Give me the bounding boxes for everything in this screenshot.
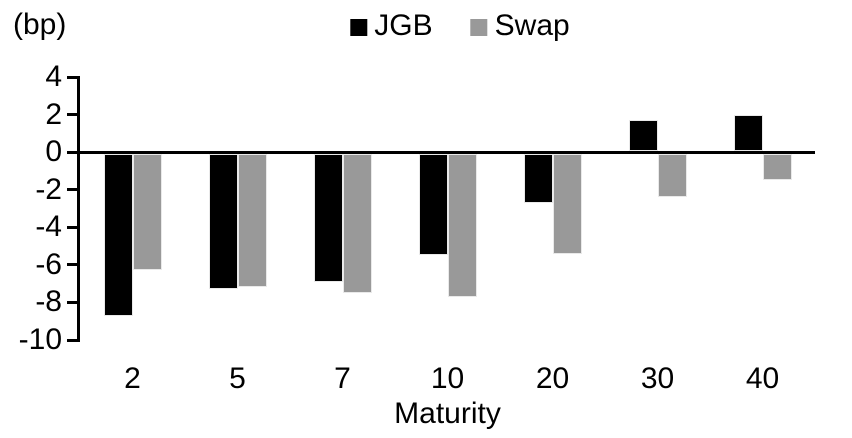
- y-axis-tick-label: 0: [45, 135, 62, 169]
- y-axis-unit-label: (bp): [13, 8, 67, 41]
- bar-swap-30: [657, 153, 687, 198]
- swap-series-swatch-icon: [470, 18, 488, 36]
- bar-swap-10: [447, 153, 477, 297]
- y-axis-tick-label: 4: [45, 60, 62, 93]
- y-axis-tick-label: -10: [18, 323, 62, 356]
- x-axis-category-label: 40: [745, 362, 780, 395]
- bar-jgb-40: [733, 114, 763, 151]
- bar-jgb-30: [628, 120, 658, 151]
- x-axis-category-label: 5: [229, 362, 246, 395]
- y-axis-tick: [67, 188, 77, 192]
- bar-swap-5: [237, 153, 267, 288]
- x-axis-category-label: 20: [535, 362, 570, 395]
- y-axis-tick: [67, 113, 77, 117]
- y-axis-tick-label: -2: [35, 172, 62, 206]
- bar-swap-40: [762, 153, 792, 181]
- legend-label-jgb: JGB: [374, 9, 433, 42]
- bar-jgb-10: [418, 153, 448, 256]
- bar-jgb-7: [313, 153, 343, 282]
- x-axis-category-label: 7: [334, 362, 351, 395]
- x-axis-category-label: 2: [124, 362, 141, 395]
- bar-swap-2: [132, 153, 162, 271]
- y-axis-tick-label: -8: [35, 285, 62, 319]
- y-axis-tick: [67, 300, 77, 304]
- bar-jgb-20: [523, 153, 553, 203]
- y-axis-tick: [67, 150, 77, 154]
- bar-jgb-5: [208, 153, 238, 290]
- y-axis-tick-label: 2: [45, 97, 62, 131]
- zero-line: [77, 150, 815, 154]
- legend-item-swap: Swap: [470, 9, 570, 42]
- y-axis-line: [77, 75, 80, 342]
- x-axis-category-label: 10: [430, 362, 465, 395]
- y-axis-tick: [67, 225, 77, 229]
- y-axis-tick: [67, 338, 77, 342]
- legend: JGB Swap: [350, 9, 570, 42]
- y-axis-tick-label: -4: [35, 210, 62, 244]
- y-axis-tick: [67, 263, 77, 267]
- bar-jgb-2: [103, 153, 133, 316]
- y-axis-tick-label: -6: [35, 247, 62, 281]
- y-axis-tick: [67, 75, 77, 79]
- bar-swap-20: [552, 153, 582, 254]
- bar-swap-7: [342, 153, 372, 294]
- legend-item-jgb: JGB: [350, 9, 433, 42]
- legend-label-swap: Swap: [494, 9, 570, 42]
- x-axis-title: Maturity: [394, 397, 501, 430]
- x-axis-category-label: 30: [640, 362, 675, 395]
- jgb-series-swatch-icon: [350, 18, 368, 36]
